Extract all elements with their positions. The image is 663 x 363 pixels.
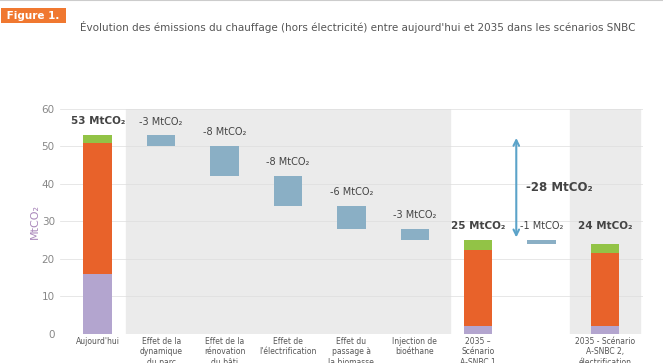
Text: -1 MtCO₂: -1 MtCO₂ [520,221,564,231]
Bar [190,109,259,334]
Text: -6 MtCO₂: -6 MtCO₂ [330,187,373,197]
Bar [527,240,556,244]
Text: -3 MtCO₂: -3 MtCO₂ [393,209,436,220]
Bar [464,250,493,326]
Text: Figure 1.: Figure 1. [3,11,63,21]
Bar [316,109,387,334]
Text: 25 MtCO₂: 25 MtCO₂ [451,221,505,231]
Text: -28 MtCO₂: -28 MtCO₂ [526,181,593,194]
Bar [337,207,366,229]
Y-axis label: MtCO₂: MtCO₂ [30,204,40,239]
Text: Évolution des émissions du chauffage (hors électricité) entre aujourd'hui et 203: Évolution des émissions du chauffage (ho… [80,21,635,33]
Bar [147,135,176,146]
Bar [400,229,429,240]
Text: -3 MtCO₂: -3 MtCO₂ [139,117,183,127]
Bar [253,109,323,334]
Bar [274,176,302,207]
Bar [380,109,450,334]
Bar [464,326,493,334]
Bar [210,146,239,176]
Text: -8 MtCO₂: -8 MtCO₂ [267,157,310,167]
Bar [84,143,112,274]
Bar [84,274,112,334]
Bar [464,240,493,250]
Text: 24 MtCO₂: 24 MtCO₂ [578,221,633,231]
Bar [591,326,619,334]
Bar [591,244,619,253]
Text: 53 MtCO₂: 53 MtCO₂ [70,116,125,126]
Bar [84,135,112,143]
Text: -8 MtCO₂: -8 MtCO₂ [203,127,246,137]
Bar [126,109,196,334]
Bar [591,253,619,326]
Bar [570,109,640,334]
